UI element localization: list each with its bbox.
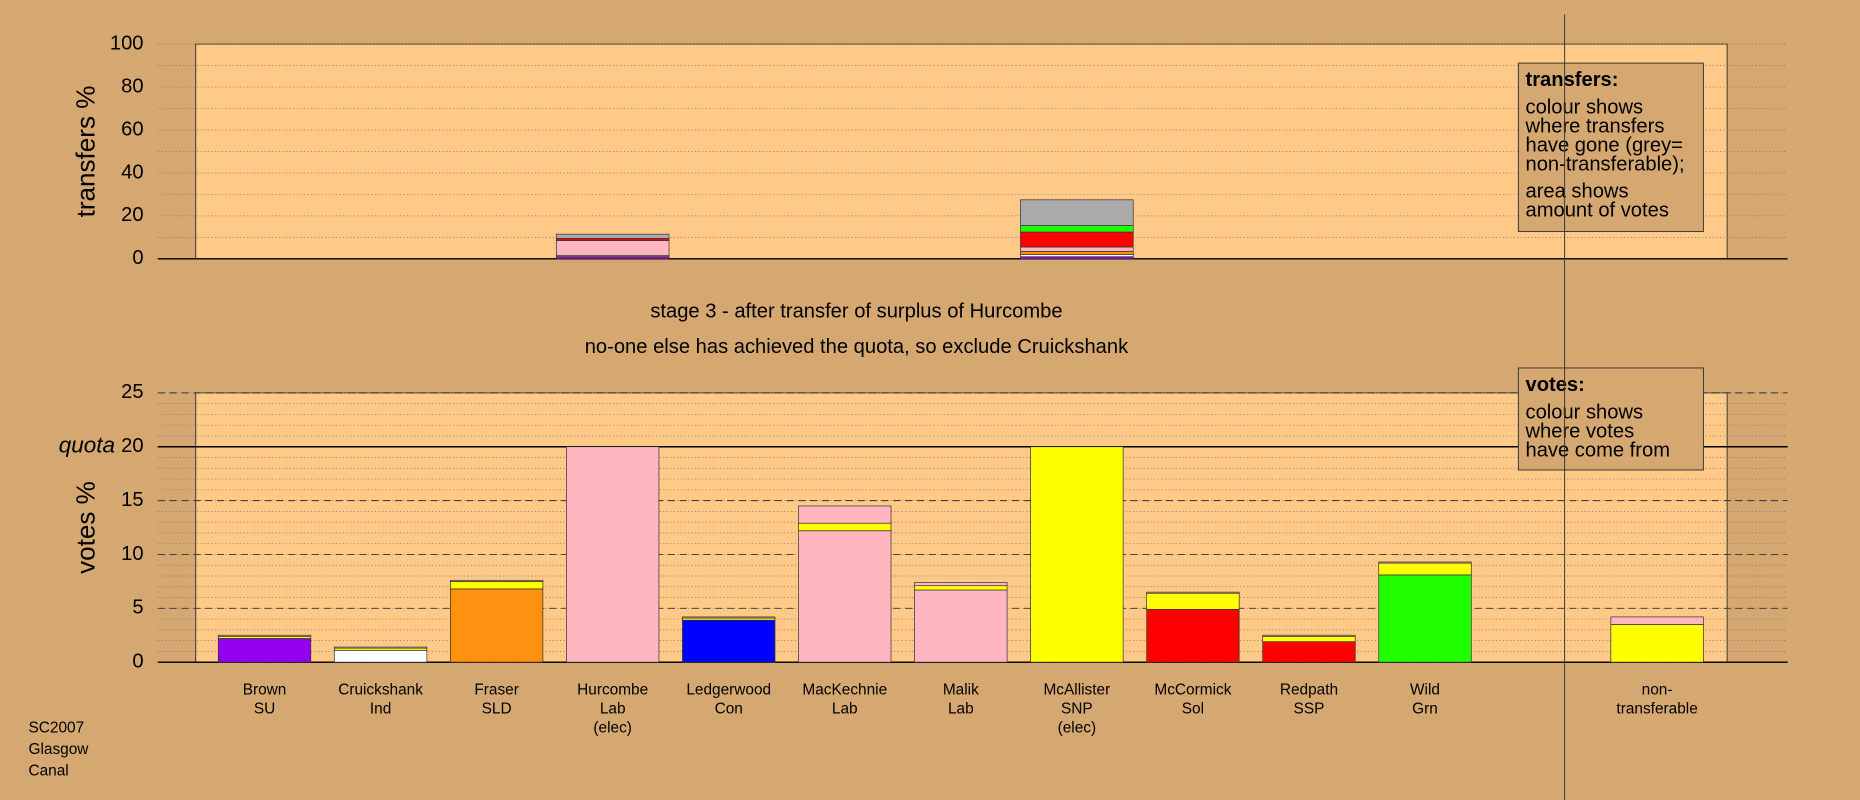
x-tick-label: SSP [1294,701,1325,718]
bar-segment [333,649,428,663]
bar-segment [682,616,776,619]
footer: Canal [28,762,68,779]
bar-segment [1146,609,1240,663]
footer: SC2007 [28,720,84,737]
annotation: transfers: [1525,69,1618,91]
y-tick-label: 5 [132,597,143,619]
bar-segment [798,505,892,524]
x-tick-label: Lab [948,701,974,718]
bar-segment [450,588,544,663]
bar-segment [566,446,660,663]
bar-segment [1262,641,1356,663]
x-tick-label: (elec) [1058,720,1097,737]
y-axis-label: votes % [71,481,101,574]
bar-segment [914,589,1008,663]
y-tick-label: 25 [121,381,143,403]
annotation: area shows [1525,181,1628,203]
x-tick-label: (elec) [593,720,632,737]
x-tick-label: Fraser [474,682,519,699]
x-tick-label: Hurcombe [577,682,648,699]
x-tick-label: SLD [482,701,512,718]
footer: Glasgow [28,741,89,758]
x-tick-label: Con [715,701,743,718]
bar-segment [798,522,892,532]
bar-segment [798,530,892,663]
bar-segment [1262,635,1356,643]
bar-segment [1610,616,1704,625]
bar-segment [1262,634,1356,637]
bar-segment [555,233,670,239]
y-tick-label: 10 [121,543,143,565]
annotation: amount of votes [1525,200,1668,222]
y-tick-label: 20 [121,435,143,457]
y-tick-label: 15 [121,489,143,511]
x-tick-label: Cruickshank [338,682,423,699]
bar-segment [1146,592,1240,610]
annotation: colour shows [1525,401,1643,423]
chart-title: no-one else has achieved the quota, so e… [585,336,1129,358]
annotation: where transfers [1524,115,1664,137]
annotation: colour shows [1525,97,1643,119]
x-tick-label: McAllister [1043,682,1110,699]
annotation: where votes [1524,420,1634,442]
bar-segment [1378,574,1472,663]
x-tick-label: Sol [1182,701,1204,718]
y-axis-label: transfers % [71,86,101,218]
x-tick-label: Brown [243,682,287,699]
bar-segment [1020,225,1134,233]
annotation-box [1517,367,1704,471]
bar-segment [1146,591,1240,594]
bar-segment [1020,250,1134,255]
bar-segment [1378,561,1472,564]
bar-segment [1020,246,1134,252]
y-tick-label: 100 [110,32,144,54]
bar-segment [1020,199,1134,226]
bar-segment [217,634,312,637]
x-tick-label: Lab [832,701,858,718]
y-tick-label: 60 [121,118,143,140]
x-tick-label: SU [254,701,275,718]
bar-segment [914,582,1008,587]
quota-label: quota [59,433,115,458]
bar-segment [1610,624,1704,663]
y-tick-label: 80 [121,75,143,97]
x-tick-label: McCormick [1154,682,1231,699]
bar-segment [914,585,1008,591]
bar-segment [555,240,670,256]
y-tick-label: 0 [132,247,143,269]
x-tick-label: Ind [370,701,391,718]
y-tick-label: 0 [132,650,143,672]
bar-segment [682,619,776,663]
bar-segment [1378,562,1472,576]
bar-segment [1020,231,1134,248]
x-tick-label: Malik [943,682,979,699]
background [1727,0,1860,800]
bar-segment [450,581,544,590]
bar-segment [333,646,428,649]
annotation: non-transferable); [1525,153,1684,175]
x-tick-label: MacKechnie [802,682,887,699]
annotation: have come from [1525,439,1670,461]
x-tick-label: Redpath [1280,682,1338,699]
bar-segment [217,638,312,663]
chart-title: stage 3 - after transfer of surplus of H… [650,301,1062,323]
x-tick-label: Grn [1412,701,1438,718]
y-tick-label: 20 [121,204,143,226]
x-tick-label: SNP [1061,701,1093,718]
annotation: votes: [1525,374,1584,396]
bar-segment [450,579,544,582]
y-tick-label: 40 [121,161,143,183]
x-tick-label: Lab [600,701,626,718]
x-tick-label: non- [1642,682,1673,699]
x-tick-label: transferable [1616,701,1697,718]
annotation-box [1517,62,1704,233]
x-tick-label: Wild [1410,682,1440,699]
x-tick-label: Ledgerwood [686,682,771,699]
bar-segment [1030,446,1124,663]
